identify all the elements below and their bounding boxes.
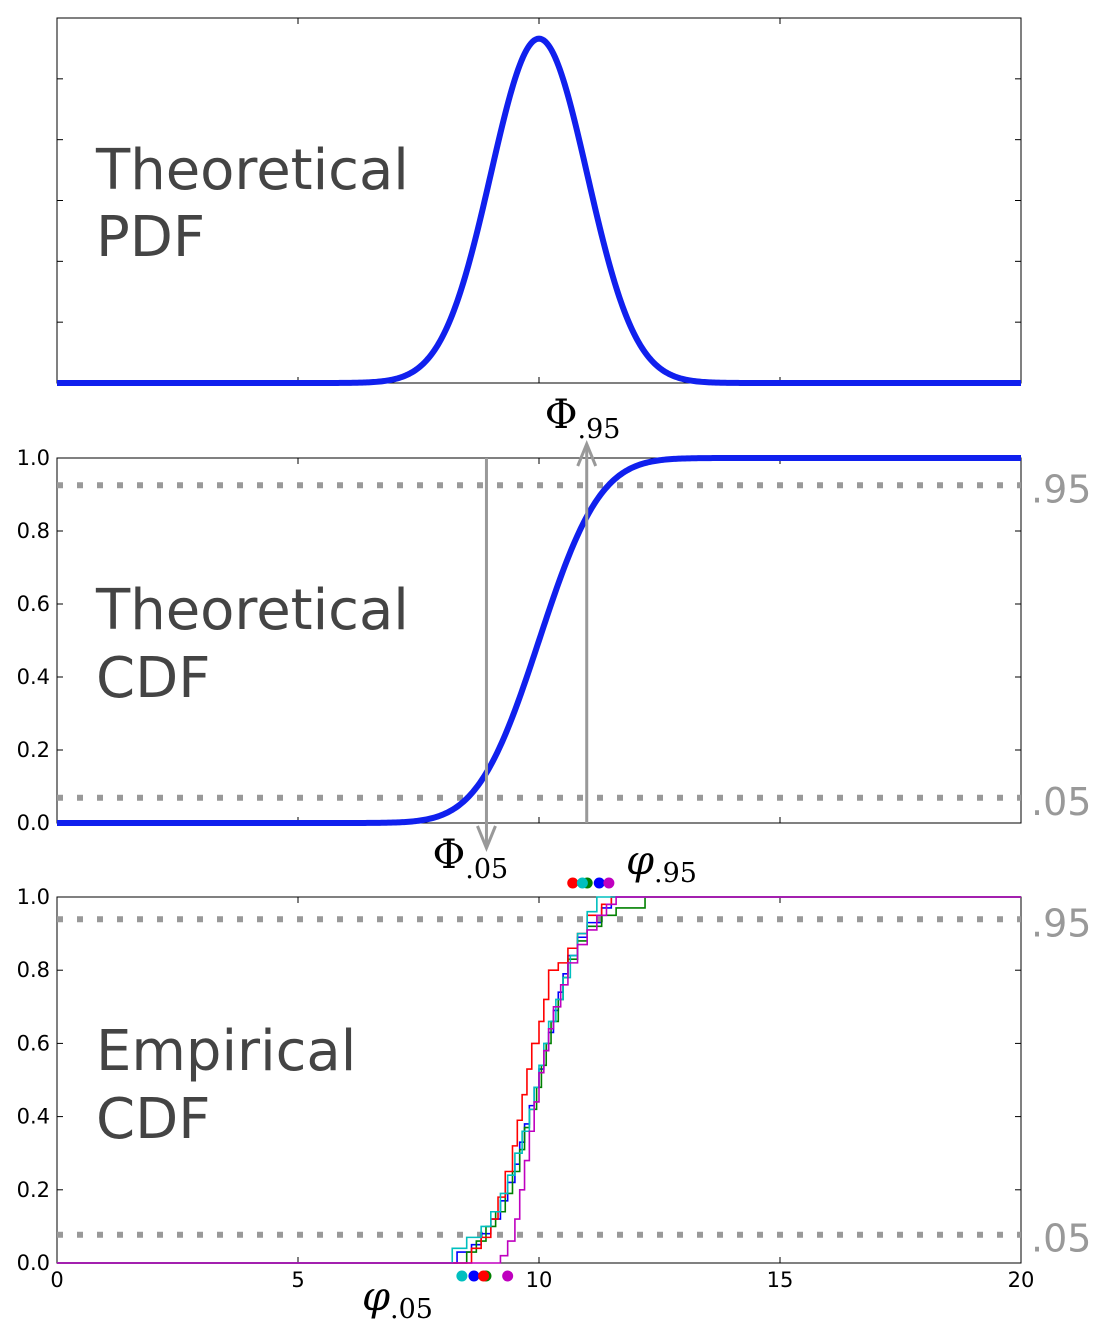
ecdf-q95-dot <box>593 877 605 889</box>
pdf-label-line1: Theoretical <box>95 138 409 203</box>
phi-05-symbol: φ <box>362 1274 390 1320</box>
ytick-label: 0.2 <box>17 1178 50 1202</box>
ytick-label: 0.6 <box>17 1031 50 1055</box>
reference-line-label: .95 <box>1031 467 1091 511</box>
ecdf-label-line2: CDF <box>96 1087 210 1152</box>
ytick-label: 0.6 <box>17 592 50 616</box>
Phi-05-symbol: Φ <box>432 832 465 878</box>
pdf-label-line2: PDF <box>96 205 205 270</box>
ytick-label: 0.0 <box>17 1251 50 1275</box>
Phi-95-symbol: Φ <box>545 392 578 438</box>
ytick-label: 1.0 <box>17 446 50 470</box>
pdf-panel: Theoretical PDF <box>56 17 1022 386</box>
xtick-label: 15 <box>767 1268 794 1292</box>
ecdf-q05-dot <box>468 1270 480 1282</box>
Phi-05-label: Φ.05 <box>432 832 508 885</box>
reference-line-label: .95 <box>1031 901 1091 945</box>
ytick-label: 0.8 <box>17 958 50 982</box>
ecdf-q95-dot <box>567 877 579 889</box>
ecdf-q05-dot <box>456 1270 468 1282</box>
Phi-95-label: Φ.95 <box>545 392 621 445</box>
ecdf-label-line1: Empirical <box>96 1019 356 1084</box>
xtick-label: 0 <box>50 1268 63 1292</box>
ecdf-series-line <box>57 896 1021 1264</box>
cdf-curve <box>57 455 1021 826</box>
Phi-95-arrow-head <box>576 440 598 467</box>
ecdf-q05-dot <box>478 1270 490 1282</box>
ytick-label: 0.8 <box>17 519 50 543</box>
ytick-label: 0.4 <box>17 665 50 689</box>
ytick-label: 0.0 <box>17 811 50 835</box>
ytick-label: 0.2 <box>17 738 50 762</box>
reference-line-label: .05 <box>1031 780 1091 824</box>
reference-line-label: .05 <box>1031 1217 1091 1261</box>
phi-05-label: φ.05 <box>362 1274 433 1325</box>
Phi-05-subscript: .05 <box>465 854 508 885</box>
ecdf-q95-dot <box>603 877 615 889</box>
Phi-95-subscript: .95 <box>578 414 621 445</box>
xtick-label: 5 <box>291 1268 304 1292</box>
ecdf-q95-dot <box>576 877 588 889</box>
xtick-label: 10 <box>526 1268 553 1292</box>
ytick-label: 1.0 <box>17 885 50 909</box>
ecdf-panel: 0.0 0.2 0.4 0.6 0.8 1.0 0 5 10 15 20 .95 .05 Empiri… <box>17 838 1092 1325</box>
phi-95-subscript: .95 <box>654 858 697 889</box>
ytick-label: 0.4 <box>17 1105 50 1129</box>
ecdf-q05-dot <box>502 1270 514 1282</box>
phi-95-label: φ.95 <box>626 838 697 889</box>
cdf-label-line1: Theoretical <box>95 578 409 643</box>
xtick-label: 20 <box>1008 1268 1035 1292</box>
phi-95-symbol: φ <box>626 838 654 884</box>
Phi-05-arrow-head <box>476 825 497 852</box>
cdf-panel: 0.0 0.2 0.4 0.6 0.8 1.0 .95 .05 Theoretical CD… <box>17 392 1092 885</box>
pdf-axes-frame <box>56 17 1022 384</box>
pdf-curve <box>57 35 1021 386</box>
cdf-label-line2: CDF <box>96 646 210 711</box>
phi-05-subscript: .05 <box>390 1294 433 1325</box>
